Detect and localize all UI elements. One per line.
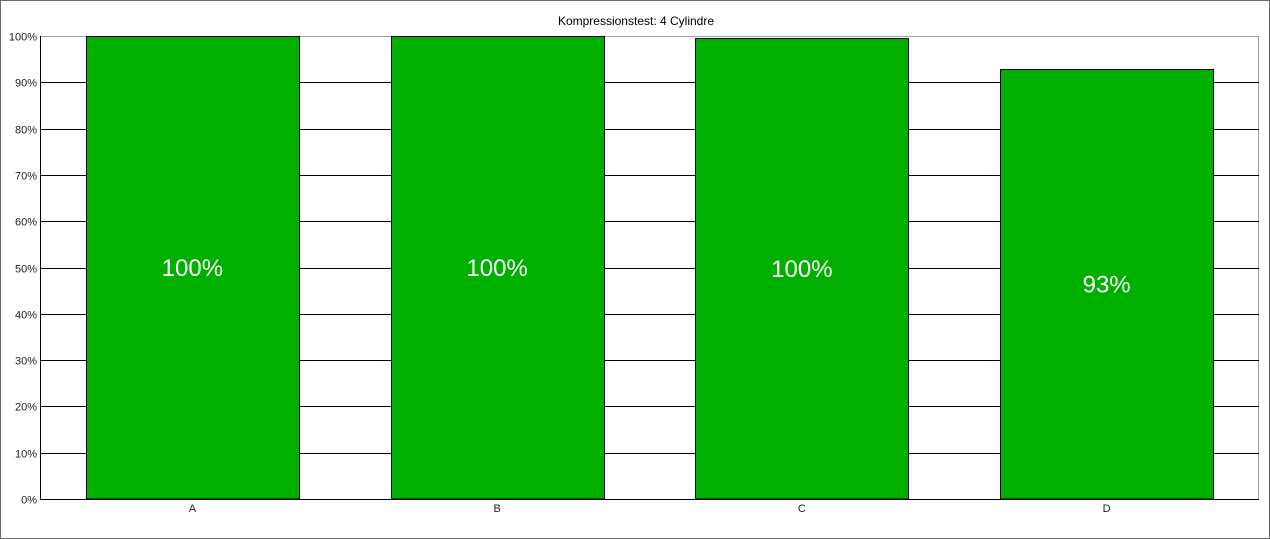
bar: [86, 36, 300, 500]
y-tick-label: 90%: [15, 78, 37, 90]
bar: [1000, 69, 1214, 500]
y-tick-label: 60%: [15, 217, 37, 229]
data-label: 100%: [162, 255, 223, 282]
chart-title: Kompressionstest: 4 Cylindre: [558, 14, 714, 28]
bar: [695, 38, 909, 500]
y-tick-label: 40%: [15, 310, 37, 322]
data-label: 100%: [771, 256, 832, 283]
y-tick-label: 10%: [15, 449, 37, 461]
y-tick-label: 80%: [15, 125, 37, 137]
y-tick-label: 100%: [9, 32, 37, 44]
x-tick-label: D: [1103, 503, 1111, 515]
bar: [391, 36, 605, 500]
y-tick-label: 20%: [15, 402, 37, 414]
x-tick-label: B: [493, 503, 500, 515]
y-tick-label: 70%: [15, 171, 37, 183]
data-label: 93%: [1083, 271, 1131, 298]
y-tick-label: 0%: [21, 495, 37, 507]
x-tick-label: C: [798, 503, 806, 515]
data-label: 100%: [466, 255, 527, 282]
y-tick-label: 30%: [15, 356, 37, 368]
y-tick-label: 50%: [15, 264, 37, 276]
x-tick-label: A: [189, 503, 197, 515]
